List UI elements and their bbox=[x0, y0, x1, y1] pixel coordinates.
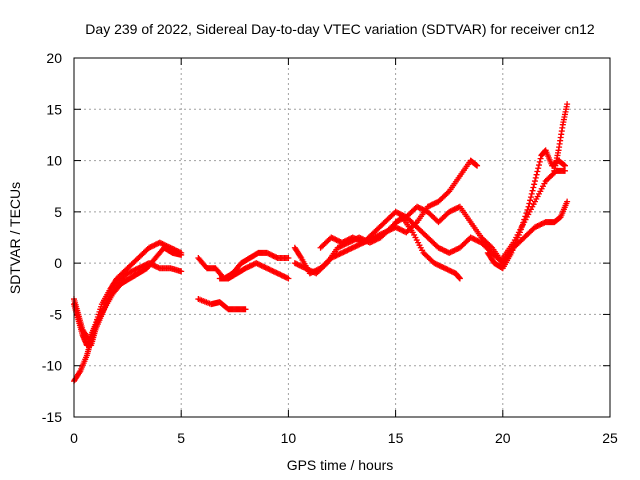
series-track-f bbox=[216, 260, 292, 282]
data-point bbox=[564, 198, 571, 205]
data-point-interp bbox=[528, 190, 535, 197]
series-track-a bbox=[71, 239, 185, 385]
y-tick-label: 5 bbox=[54, 204, 62, 220]
data-point-interp bbox=[534, 168, 541, 175]
y-tick-label: 10 bbox=[46, 153, 62, 169]
series-track-l bbox=[499, 167, 568, 262]
series-track-d bbox=[195, 249, 292, 282]
data-point-interp bbox=[527, 197, 534, 204]
data-point-interp bbox=[535, 162, 542, 169]
series-track-c bbox=[71, 244, 185, 344]
series-track-j bbox=[392, 203, 506, 267]
y-tick-label: -15 bbox=[42, 409, 62, 425]
data-point bbox=[474, 162, 481, 169]
data-point-interp bbox=[527, 194, 534, 201]
data-point bbox=[561, 162, 568, 169]
data-point bbox=[242, 306, 249, 313]
x-tick-label: 20 bbox=[495, 430, 511, 446]
chart-title: Day 239 of 2022, Sidereal Day-to-day VTE… bbox=[85, 21, 595, 37]
data-point-interp bbox=[297, 253, 304, 260]
data-point bbox=[178, 251, 185, 258]
series-track-g bbox=[291, 157, 481, 277]
y-tick-label: 0 bbox=[54, 255, 62, 271]
data-point-interp bbox=[536, 158, 543, 165]
data-point-interp bbox=[531, 181, 538, 188]
data-point-interp bbox=[530, 184, 537, 191]
data-point bbox=[456, 275, 463, 282]
data-point bbox=[564, 101, 571, 108]
data-point-interp bbox=[322, 261, 329, 268]
data-point-interp bbox=[535, 165, 542, 172]
series-track-i bbox=[317, 208, 506, 267]
data-points bbox=[71, 101, 571, 385]
x-tick-label: 5 bbox=[177, 430, 185, 446]
data-point-interp bbox=[487, 243, 494, 250]
data-point bbox=[285, 275, 292, 282]
data-point-interp bbox=[533, 171, 540, 178]
y-tick-label: -5 bbox=[50, 306, 63, 322]
data-point-interp bbox=[537, 155, 544, 162]
y-tick-label: 15 bbox=[46, 101, 62, 117]
data-point bbox=[285, 255, 292, 262]
x-tick-label: 25 bbox=[602, 430, 618, 446]
data-point-interp bbox=[529, 187, 536, 194]
data-point bbox=[178, 268, 185, 275]
data-point-interp bbox=[444, 189, 451, 196]
grid-lines bbox=[74, 58, 610, 417]
y-tick-label: 20 bbox=[46, 50, 62, 66]
plot-frame bbox=[73, 57, 611, 418]
series-track-n bbox=[551, 101, 571, 174]
data-point bbox=[561, 167, 568, 174]
x-axis-label: GPS time / hours bbox=[287, 457, 394, 473]
x-tick-label: 0 bbox=[70, 430, 78, 446]
series-track-m bbox=[499, 198, 571, 267]
x-tick-label: 15 bbox=[388, 430, 404, 446]
data-point bbox=[531, 178, 538, 185]
data-point-interp bbox=[532, 174, 539, 181]
x-tick-label: 10 bbox=[281, 430, 297, 446]
y-axis-label: SDTVAR / TECUs bbox=[7, 182, 23, 294]
data-point-interp bbox=[76, 369, 83, 376]
y-tick-label: -10 bbox=[42, 358, 62, 374]
series-track-e bbox=[195, 296, 249, 313]
